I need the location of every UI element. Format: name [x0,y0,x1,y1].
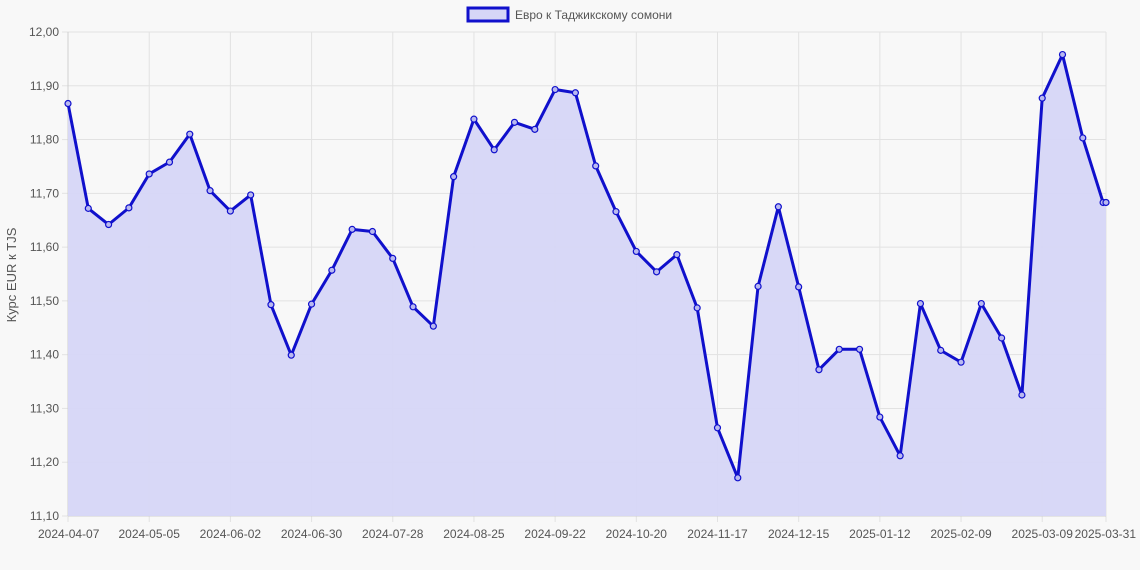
legend-label[interactable]: Евро к Таджикскому сомони [515,8,672,22]
y-tick-label: 11,70 [30,186,59,200]
data-point[interactable] [510,118,519,126]
data-point[interactable] [247,191,255,199]
data-point[interactable] [734,474,742,482]
x-tick-label: 2024-10-20 [606,527,668,541]
data-point[interactable] [673,251,681,259]
data-point[interactable] [652,268,661,276]
data-point[interactable] [916,299,925,308]
data-point[interactable] [287,351,295,359]
data-point[interactable] [186,130,194,138]
y-tick-label: 11,30 [30,401,59,415]
x-tick-label: 2024-11-17 [687,527,748,541]
data-point[interactable] [835,345,843,353]
y-tick-label: 11,80 [30,133,59,147]
data-point[interactable] [1038,94,1046,102]
data-point[interactable] [429,322,437,330]
data-point[interactable] [104,220,113,229]
data-point[interactable] [1018,391,1026,399]
y-tick-label: 11,10 [30,509,59,523]
data-point[interactable] [226,207,234,215]
series-area [68,54,1106,517]
data-point[interactable] [348,225,356,233]
x-tick-label: 2024-07-28 [362,527,424,541]
x-tick-label: 2024-06-02 [200,527,262,541]
data-point[interactable] [713,424,722,432]
y-tick-label: 11,40 [30,348,59,362]
data-point[interactable] [855,345,864,353]
data-point[interactable] [145,170,153,178]
y-tick-label: 11,90 [30,79,59,93]
y-tick-label: 11,60 [30,240,59,254]
x-tick-label: 2024-05-05 [118,527,180,541]
data-point[interactable] [612,208,620,216]
data-point[interactable] [389,254,397,263]
area-fill-layer [68,54,1106,517]
data-point[interactable] [815,366,823,374]
x-tick-label: 2024-12-15 [768,527,830,541]
data-point[interactable] [774,203,782,211]
data-point[interactable] [490,146,498,154]
x-tick-label: 2025-02-09 [930,527,992,541]
x-tick-label: 2025-01-12 [849,527,911,541]
data-point[interactable] [368,227,377,236]
data-point[interactable] [977,299,985,308]
data-point[interactable] [64,99,72,108]
data-point[interactable] [896,452,904,460]
data-point[interactable] [937,346,945,354]
y-tick-label: 11,20 [30,455,59,469]
data-point[interactable] [84,204,92,212]
data-point[interactable] [206,187,214,195]
data-point[interactable] [551,85,559,94]
data-point[interactable] [998,334,1006,342]
data-point[interactable] [571,89,580,97]
data-point[interactable] [1058,50,1067,59]
x-axis-ticks: 2024-04-07 2024-05-05 2024-06-02 2024-06-30… [38,527,1136,541]
y-axis-ticks: 11,10 11,20 11,30 11,40 11,50 11,60 11,70 11,80… [29,25,59,523]
data-point[interactable] [592,162,600,170]
y-axis-title: Курс EUR к TJS [4,227,19,322]
data-point[interactable] [470,115,478,123]
y-tick-label: 12,00 [29,25,59,39]
data-points [64,50,1110,482]
data-point[interactable] [531,125,539,133]
data-point[interactable] [1079,134,1087,142]
x-tick-label: 2025-03-09 [1012,527,1074,541]
legend-swatch[interactable] [466,6,510,23]
legend[interactable]: Евро к Таджикскому сомони [466,6,672,23]
x-tick-label: 2024-09-22 [524,527,586,541]
data-point[interactable] [307,300,316,308]
data-point[interactable] [632,247,640,256]
data-point[interactable] [795,283,803,291]
y-tick-label: 11,50 [30,294,59,308]
data-point[interactable] [165,158,174,166]
data-point[interactable] [450,173,458,181]
data-point[interactable] [693,304,701,312]
data-point[interactable] [267,301,275,309]
data-point[interactable] [876,413,884,421]
data-point[interactable] [328,266,336,274]
x-tick-label: 2025-03-31 [1075,527,1137,541]
data-point[interactable] [754,282,762,290]
data-point[interactable] [1102,198,1110,207]
x-tick-label: 2024-06-30 [281,527,343,541]
x-tick-label: 2024-04-07 [38,527,100,541]
data-point[interactable] [125,204,133,212]
data-point[interactable] [957,358,965,366]
data-point[interactable] [409,303,417,311]
x-tick-label: 2024-08-25 [443,527,505,541]
